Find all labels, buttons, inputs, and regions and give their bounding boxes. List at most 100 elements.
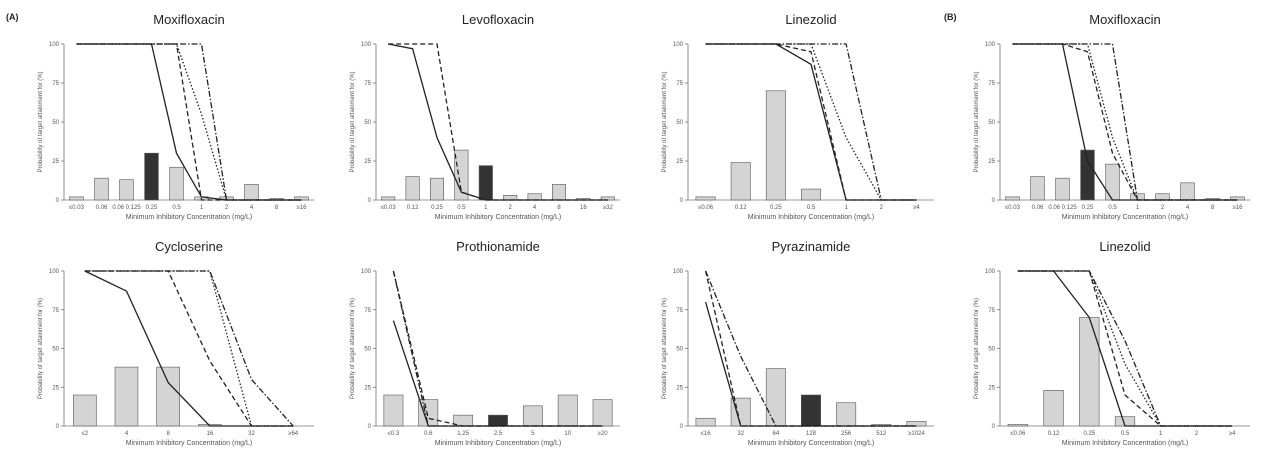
y-tick-label: 50 [52, 347, 59, 353]
y-tick-label: 100 [49, 42, 60, 48]
bar-4 [1155, 193, 1170, 201]
x-axis-label: Minimum Inhibitory Concentration (mg/L) [1062, 214, 1188, 221]
bar-32 [600, 196, 615, 201]
y-axis-label: Probability of target attainment for (%) [974, 298, 980, 399]
chart-title: Linezolid [785, 12, 836, 27]
y-tick-label: 0 [680, 198, 684, 204]
x-tick-label: 2 [509, 205, 513, 211]
x-tick-label: 16 [206, 431, 213, 437]
y-tick-label: 0 [992, 198, 996, 204]
x-tick-label: 4 [250, 205, 254, 211]
x-tick-label: 5 [531, 431, 535, 437]
panel-label-b: (B) [944, 12, 957, 22]
x-axis-label: Minimum Inhibitory Concentration (mg/L) [435, 440, 561, 447]
x-tick-label: ≤0.03 [69, 205, 85, 211]
y-axis-label: Probability of target attainment for (%) [662, 71, 668, 172]
bar-0.25 [765, 90, 786, 201]
bar-0.125 [405, 176, 420, 201]
y-tick-label: 100 [361, 269, 372, 275]
y-tick-label: 75 [52, 81, 59, 87]
x-tick-label: ≥4 [1229, 431, 1236, 437]
y-axis-label: Probability of target attainment for (%) [974, 71, 980, 172]
chart-title: Pyrazinamide [772, 239, 851, 254]
pta-line-dashed [392, 270, 603, 427]
chart-title: Levofloxacin [462, 12, 534, 27]
y-axis-label: Probability of target attainment for (%) [38, 298, 44, 399]
bar-0.06 [381, 196, 396, 201]
bar-2.5 [488, 414, 508, 427]
bar-0.5 [1080, 149, 1095, 201]
bar-0.5 [801, 188, 821, 201]
bar-0.25 [1079, 317, 1100, 427]
x-tick-label: 0.25 [1082, 205, 1094, 211]
bar-4 [114, 366, 139, 427]
bar-0.125 [94, 177, 109, 201]
y-tick-label: 75 [364, 308, 371, 314]
y-tick-label: 100 [985, 269, 996, 275]
x-tick-label: ≤0.06 [1010, 431, 1026, 437]
x-tick-label: 0.06 0.125 [112, 205, 141, 211]
x-axis-label: Minimum Inhibitory Concentration (mg/L) [126, 440, 252, 447]
x-tick-label: 2 [1161, 205, 1165, 211]
x-tick-label: 0.12 [1048, 431, 1060, 437]
bar-0.5 [454, 149, 469, 201]
chart-title: Prothionamide [456, 239, 540, 254]
bar-0.25 [1055, 177, 1070, 201]
bar-1 [169, 166, 184, 201]
x-tick-label: ≤2 [82, 431, 89, 437]
x-tick-label: 1 [844, 205, 848, 211]
bar-64 [765, 368, 786, 427]
x-tick-label: 0.06 0.125 [1048, 205, 1077, 211]
y-axis-label: Probability of target attainment for (%) [38, 71, 44, 172]
x-tick-label: 0.25 [431, 205, 443, 211]
bar-256 [836, 402, 857, 427]
x-tick-label: 2 [1195, 431, 1199, 437]
x-tick-label: 4 [1186, 205, 1190, 211]
y-tick-label: 0 [992, 424, 996, 430]
x-tick-label: 0.5 [1108, 205, 1117, 211]
x-tick-label: 32 [248, 431, 255, 437]
y-tick-label: 100 [985, 42, 996, 48]
x-tick-label: 0.6 [424, 431, 433, 437]
y-axis-label: Probability of target attainment for (%) [350, 71, 356, 172]
y-tick-label: 25 [52, 385, 59, 391]
x-tick-label: ≥32 [603, 205, 614, 211]
y-tick-label: 75 [364, 81, 371, 87]
x-axis-label: Minimum Inhibitory Concentration (mg/L) [748, 440, 874, 447]
x-tick-label: 64 [773, 431, 780, 437]
pta-line-dashdot [1017, 270, 1233, 427]
x-axis-label: Minimum Inhibitory Concentration (mg/L) [126, 214, 252, 221]
y-tick-label: 0 [368, 198, 372, 204]
y-tick-label: 25 [988, 159, 995, 165]
pta-line-dotted [76, 43, 302, 201]
x-tick-label: 1.25 [457, 431, 469, 437]
chart-panel-7: Pyrazinamide 0 25 50 75 100 Probability of tar… [662, 239, 934, 447]
x-tick-label: 256 [841, 431, 852, 437]
bar-8 [1180, 182, 1195, 201]
y-tick-label: 50 [676, 120, 683, 126]
bar-0.06 [695, 196, 716, 201]
x-tick-label: 16 [580, 205, 587, 211]
panel-label-a: (A) [6, 12, 19, 22]
y-tick-label: 25 [52, 159, 59, 165]
x-tick-label: 8 [166, 431, 170, 437]
pta-line-solid [1012, 43, 1238, 201]
x-tick-label: 1 [200, 205, 204, 211]
x-tick-label: 8 [557, 205, 561, 211]
pta-line-dashdot [76, 43, 302, 201]
x-tick-label: 0.12 [735, 205, 747, 211]
x-tick-label: ≥4 [913, 205, 920, 211]
pta-line-dashed [76, 43, 302, 201]
x-tick-label: 0.25 [770, 205, 782, 211]
x-tick-label: 4 [533, 205, 537, 211]
x-tick-label: 1 [1136, 205, 1140, 211]
pta-line-dotted [1012, 43, 1238, 201]
bar-0.25 [119, 179, 134, 201]
y-tick-label: 25 [676, 159, 683, 165]
bar-0.3 [383, 394, 404, 427]
chart-panel-3: Linezolid 0 25 50 75 100 Probability of target… [662, 12, 934, 221]
y-axis-label: Probability of target attainment for (%) [662, 298, 668, 399]
y-tick-label: 25 [364, 159, 371, 165]
bar-0.0625 [1005, 196, 1020, 201]
x-tick-label: ≥20 [598, 431, 609, 437]
